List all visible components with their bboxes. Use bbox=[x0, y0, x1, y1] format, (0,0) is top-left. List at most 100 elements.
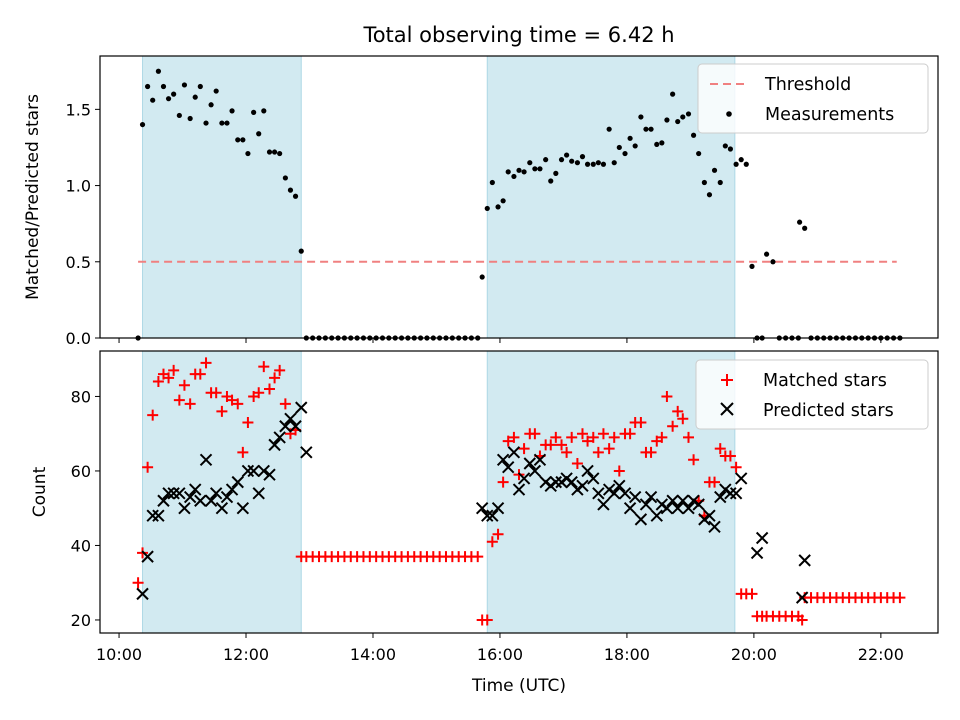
legend-measurements-swatch bbox=[726, 111, 732, 117]
measurement-point bbox=[511, 173, 517, 180]
predicted-star-marker bbox=[215, 501, 229, 515]
matched-star-marker bbox=[147, 409, 159, 421]
predicted-star-marker bbox=[634, 513, 648, 526]
predicted-star-marker bbox=[628, 490, 642, 504]
measurement-point bbox=[632, 143, 638, 149]
matched-star-marker bbox=[608, 431, 620, 443]
matched-star-marker bbox=[714, 443, 726, 455]
matched-star-marker bbox=[571, 458, 583, 470]
legend-predicted-label: Predicted stars bbox=[763, 401, 894, 421]
predicted-star-marker bbox=[512, 483, 526, 496]
legend-measurements-label: Measurements bbox=[765, 105, 894, 125]
predicted-star-marker bbox=[795, 591, 809, 604]
predicted-star-marker bbox=[517, 472, 531, 485]
bottom-frame bbox=[99, 350, 939, 634]
measurement-point bbox=[638, 114, 644, 120]
measurement-point bbox=[595, 160, 601, 166]
legend-threshold-label: Threshold bbox=[764, 75, 851, 95]
matched-star-marker bbox=[142, 461, 154, 473]
predicted-star-marker bbox=[475, 501, 489, 515]
measurement-point bbox=[600, 161, 607, 167]
matched-star-marker bbox=[677, 413, 689, 425]
matched-star-marker bbox=[582, 435, 594, 447]
predicted-star-marker bbox=[576, 479, 589, 493]
measurement-point bbox=[516, 167, 522, 173]
measurement-point bbox=[574, 160, 581, 166]
measurement-point bbox=[532, 166, 538, 172]
measurement-point bbox=[616, 144, 622, 151]
observing-window bbox=[142, 55, 302, 339]
y-tick-label: 1.0 bbox=[66, 177, 91, 196]
top-frame bbox=[99, 55, 939, 339]
predicted-star-marker bbox=[755, 531, 769, 545]
predicted-star-marker bbox=[639, 498, 653, 511]
measurement-point bbox=[797, 219, 803, 225]
predicted-star-marker bbox=[502, 461, 515, 474]
predicted-star-marker bbox=[581, 464, 594, 478]
predicted-star-marker bbox=[295, 401, 308, 414]
predicted-star-marker bbox=[209, 487, 223, 500]
matched-star-marker bbox=[486, 536, 498, 548]
predicted-star-marker bbox=[300, 446, 313, 459]
legend-matched-swatch bbox=[721, 374, 733, 386]
measurement-point bbox=[261, 108, 267, 114]
x-tick-label: 16:00 bbox=[477, 645, 523, 664]
predicted-star-marker bbox=[496, 453, 510, 466]
measurement-point bbox=[579, 154, 586, 160]
top-legend: Threshold Measurements bbox=[697, 63, 929, 134]
measurement-point bbox=[527, 160, 533, 166]
measurement-point bbox=[145, 83, 151, 90]
measurement-point bbox=[722, 143, 728, 149]
matched-star-marker bbox=[472, 551, 484, 563]
measurement-point bbox=[564, 152, 570, 158]
measurement-point bbox=[680, 114, 686, 120]
predicted-star-marker bbox=[204, 494, 218, 507]
measurement-point bbox=[208, 102, 214, 108]
predicted-star-marker bbox=[178, 501, 191, 515]
matched-star-marker bbox=[253, 387, 265, 399]
measurement-point bbox=[181, 82, 188, 88]
predicted-star-marker bbox=[162, 487, 175, 500]
measurement-point bbox=[569, 158, 575, 164]
predicted-star-marker bbox=[183, 490, 197, 504]
predicted-star-marker bbox=[220, 490, 234, 504]
predicted-star-marker bbox=[225, 483, 239, 496]
predicted-star-marker bbox=[289, 420, 302, 433]
predicted-star-marker bbox=[714, 490, 727, 504]
predicted-star-marker bbox=[587, 472, 600, 485]
predicted-star-marker bbox=[247, 464, 260, 478]
matched-star-marker bbox=[163, 372, 175, 384]
predicted-star-marker bbox=[157, 494, 170, 507]
y-tick-label: 20 bbox=[71, 611, 91, 630]
matched-star-marker bbox=[173, 394, 185, 406]
x-tick-label: 18:00 bbox=[604, 645, 650, 664]
matched-star-marker bbox=[566, 431, 578, 443]
predicted-star-marker bbox=[481, 509, 494, 522]
measurement-point bbox=[160, 83, 167, 90]
matched-star-marker bbox=[561, 446, 573, 458]
predicted-star-marker bbox=[236, 501, 250, 515]
x-tick-label: 10:00 bbox=[96, 645, 142, 664]
matched-star-marker bbox=[661, 390, 673, 402]
measurement-point bbox=[266, 149, 273, 155]
matched-star-marker bbox=[152, 376, 164, 388]
predicted-star-marker bbox=[507, 446, 521, 459]
matched-star-marker bbox=[200, 357, 212, 369]
predicted-star-marker bbox=[798, 554, 811, 567]
measurement-point bbox=[224, 120, 230, 126]
predicted-star-marker bbox=[533, 453, 547, 466]
matched-star-marker bbox=[587, 431, 599, 443]
matched-star-marker bbox=[258, 361, 270, 373]
matched-star-marker bbox=[645, 446, 657, 458]
measurement-point bbox=[479, 274, 485, 280]
measurement-point bbox=[150, 97, 156, 103]
matched-star-marker bbox=[264, 383, 276, 395]
measurement-point bbox=[271, 149, 278, 155]
x-axis-label: Time (UTC) bbox=[471, 676, 566, 696]
matched-star-marker bbox=[597, 428, 609, 440]
matched-star-marker bbox=[274, 364, 286, 376]
predicted-star-marker bbox=[268, 438, 281, 452]
matched-star-marker bbox=[635, 417, 647, 429]
measurement-point bbox=[251, 109, 257, 115]
matched-star-marker bbox=[502, 435, 514, 447]
